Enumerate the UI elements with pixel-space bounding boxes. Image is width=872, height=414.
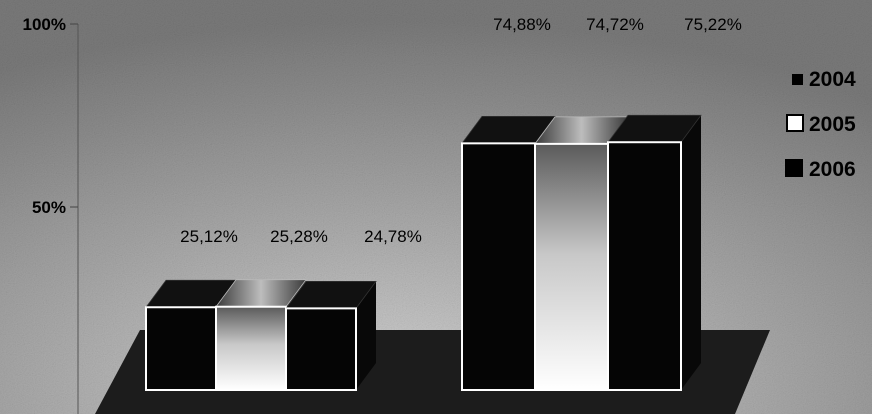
legend-label-2005: 2005 — [809, 113, 856, 136]
data-label-2004-group-1: 25,12% — [180, 227, 238, 246]
legend-label-2004: 2004 — [809, 68, 856, 91]
y-axis-ticks: 50% 100% — [23, 15, 78, 217]
bars — [145, 114, 702, 392]
data-label-2005-group-1: 25,28% — [270, 227, 328, 246]
legend-label-2006: 2006 — [809, 158, 856, 181]
y-tick-label-0: 50% — [32, 198, 66, 217]
data-label-2006-group-2: 75,22% — [684, 15, 742, 34]
bar-2006-group-1 — [285, 280, 377, 392]
legend-item-2006: 2006 — [785, 158, 856, 181]
legend-item-2004: 2004 — [792, 68, 856, 91]
legend-item-2005: 2005 — [786, 113, 856, 136]
legend-swatch-2006 — [785, 159, 803, 177]
data-label-2005-group-2: 74,72% — [586, 15, 644, 34]
legend-swatch-2005 — [786, 114, 804, 132]
legend: 2004 2005 2006 — [785, 68, 856, 181]
bar-2006-group-2 — [607, 114, 702, 391]
data-label-2004-group-2: 74,88% — [493, 15, 551, 34]
legend-swatch-2004 — [792, 74, 803, 85]
data-labels: 25,12% 25,28% 24,78% 74,88% 74,72% 75,22% — [180, 15, 742, 246]
y-tick-label-1: 100% — [23, 15, 66, 34]
data-label-2006-group-1: 24,78% — [364, 227, 422, 246]
